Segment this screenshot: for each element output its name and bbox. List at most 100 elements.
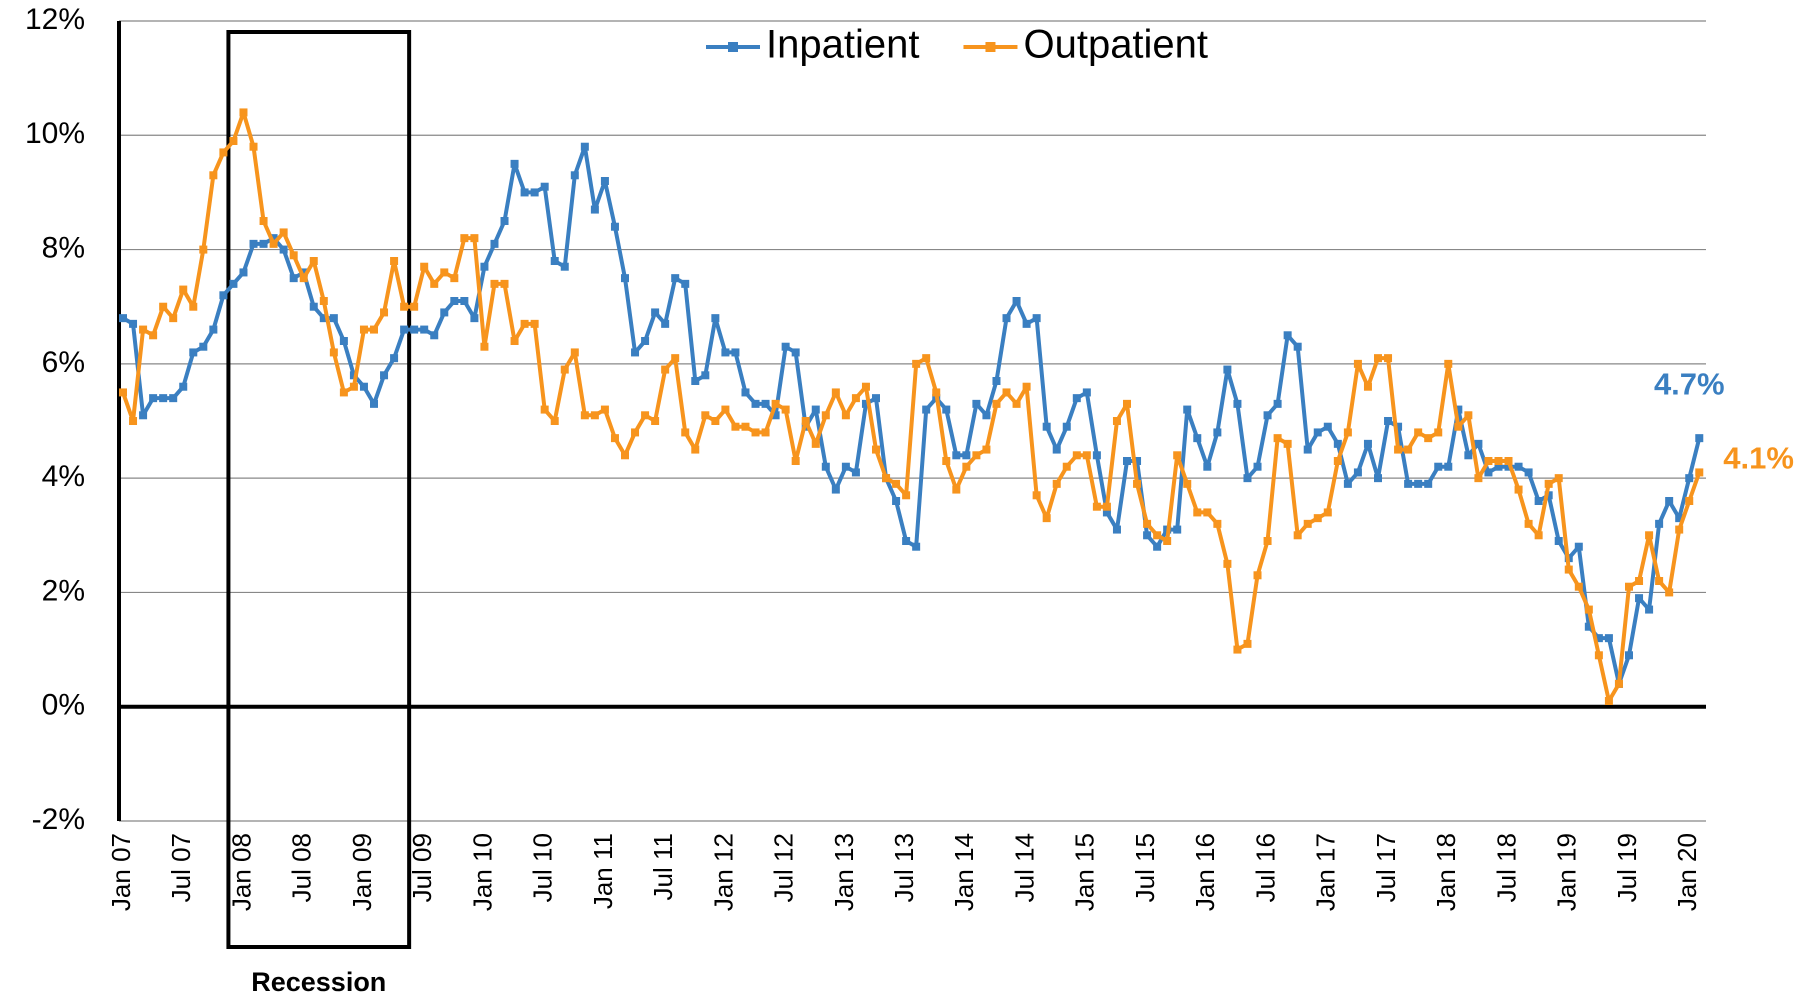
y-tick-label: 8% — [42, 231, 85, 264]
data-point — [1123, 457, 1131, 465]
legend-marker — [728, 42, 738, 52]
data-point — [1424, 479, 1433, 488]
data-point — [349, 382, 358, 391]
data-point — [1303, 519, 1312, 528]
data-point — [420, 325, 429, 334]
data-point — [1112, 525, 1121, 534]
x-tick-label: Jan 20 — [1672, 833, 1702, 911]
data-point — [661, 319, 670, 328]
data-point — [299, 268, 308, 277]
data-point — [932, 388, 941, 397]
y-tick-label: 6% — [42, 346, 85, 379]
data-point — [139, 411, 148, 420]
data-point — [861, 382, 870, 391]
data-point — [560, 365, 569, 374]
data-point — [420, 262, 429, 271]
data-point — [570, 348, 579, 357]
data-point — [1384, 354, 1393, 363]
data-point — [1243, 474, 1252, 483]
data-point — [982, 411, 991, 420]
data-point — [1082, 451, 1091, 460]
data-point — [179, 382, 188, 391]
data-point — [159, 394, 168, 403]
data-point — [410, 325, 419, 334]
data-point — [1293, 531, 1302, 540]
data-point — [1223, 365, 1232, 374]
data-point — [1504, 457, 1513, 465]
data-point — [510, 159, 519, 168]
data-point — [259, 239, 268, 248]
data-point — [1363, 439, 1372, 448]
data-point — [952, 485, 961, 494]
data-point — [962, 451, 971, 460]
data-point — [329, 348, 338, 357]
data-point — [791, 457, 800, 465]
data-point — [681, 428, 690, 437]
legend-label: Outpatient — [1023, 23, 1208, 67]
data-point — [1323, 508, 1332, 517]
data-point — [872, 445, 880, 454]
data-point — [390, 354, 399, 363]
x-tick-label: Jan 17 — [1311, 833, 1341, 911]
x-tick-label: Jan 19 — [1552, 833, 1582, 911]
data-point — [761, 428, 770, 437]
data-point — [1062, 422, 1071, 431]
data-point — [1072, 394, 1081, 403]
series-line — [121, 110, 1702, 703]
data-point — [490, 239, 499, 248]
data-point — [1233, 645, 1242, 654]
data-point — [1524, 519, 1533, 528]
data-point — [912, 542, 921, 551]
data-point — [269, 239, 278, 248]
data-point — [219, 291, 228, 300]
data-point — [1092, 502, 1101, 511]
data-point — [1273, 434, 1282, 443]
data-point — [610, 434, 619, 443]
data-point — [219, 148, 228, 157]
data-point — [1002, 388, 1011, 397]
data-point — [239, 268, 248, 277]
data-point — [1564, 565, 1573, 574]
data-point — [119, 388, 127, 397]
data-point — [600, 405, 609, 414]
data-point — [1102, 508, 1111, 517]
data-point — [510, 337, 519, 345]
data-point — [1183, 479, 1192, 488]
data-point — [390, 257, 399, 265]
data-point — [1685, 497, 1694, 505]
data-point — [861, 399, 870, 408]
data-point — [1273, 399, 1282, 408]
data-point — [882, 474, 891, 483]
data-point — [410, 302, 419, 311]
data-point — [731, 422, 740, 431]
data-point — [1655, 577, 1664, 585]
data-point — [139, 325, 148, 334]
data-point — [711, 417, 720, 425]
data-point — [631, 428, 640, 437]
data-point — [359, 382, 368, 391]
data-point — [1675, 514, 1684, 523]
data-point — [550, 417, 559, 425]
data-point — [1343, 479, 1352, 488]
data-point — [1474, 474, 1483, 483]
data-point — [129, 319, 138, 328]
data-point — [460, 297, 469, 305]
data-point — [1454, 422, 1463, 431]
recession-label: Recession — [251, 967, 386, 997]
data-point — [470, 234, 479, 243]
data-point — [199, 245, 208, 254]
data-point — [249, 239, 258, 248]
data-point — [721, 348, 730, 357]
data-point — [319, 297, 328, 305]
data-point — [329, 314, 338, 323]
data-point — [1404, 445, 1413, 454]
data-point — [1594, 634, 1603, 643]
data-point — [1655, 519, 1664, 528]
data-point — [972, 451, 981, 460]
x-tick-label: Jul 18 — [1491, 833, 1521, 902]
data-point — [1363, 382, 1372, 391]
data-point — [982, 445, 991, 454]
data-point — [1635, 594, 1644, 603]
data-point — [1494, 462, 1503, 471]
data-point — [1042, 514, 1051, 523]
